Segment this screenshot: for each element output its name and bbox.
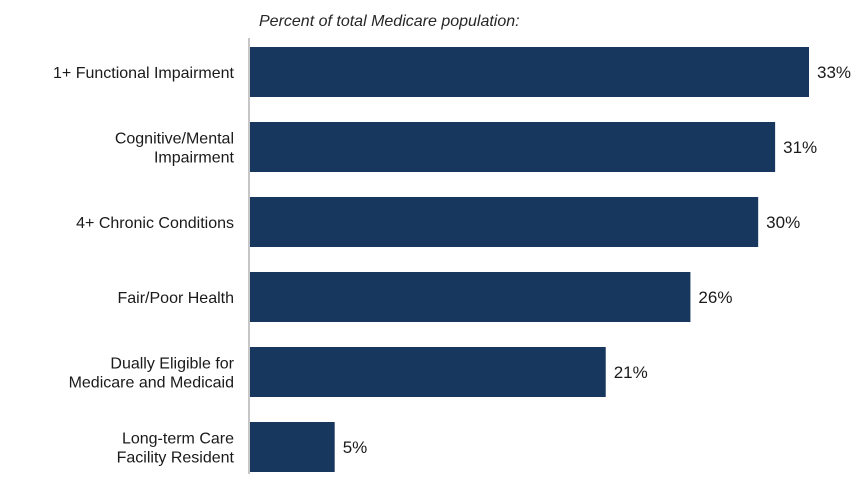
data-label: 21%	[614, 363, 648, 382]
data-label: 26%	[698, 288, 732, 307]
category-label: 4+ Chronic Conditions	[76, 215, 234, 232]
data-label: 30%	[766, 213, 800, 232]
data-label: 31%	[783, 138, 817, 157]
category-label-line: Facility Resident	[117, 450, 235, 467]
category-label-line: Medicare and Medicaid	[69, 375, 234, 392]
category-label-line: 1+ Functional Impairment	[53, 65, 235, 82]
category-label-line: 4+ Chronic Conditions	[76, 215, 234, 232]
bar	[250, 197, 759, 247]
category-label: 1+ Functional Impairment	[53, 65, 235, 82]
category-label: Long-term Care Facility Resident	[117, 431, 235, 467]
bar	[250, 347, 606, 397]
category-label-line: Long-term Care	[122, 431, 234, 448]
chart-subtitle: Percent of total Medicare population:	[259, 13, 520, 30]
bar	[250, 272, 691, 322]
bar	[250, 422, 335, 472]
bars-group: 33% 1+ Functional Impairment 31% Cognitive/…	[53, 47, 851, 472]
category-label: Cognitive/Mental Impairment	[115, 131, 235, 167]
data-label: 5%	[343, 438, 368, 457]
data-label: 33%	[817, 63, 851, 82]
category-label-line: Dually Eligible for	[110, 356, 234, 373]
bar	[250, 122, 776, 172]
bar	[250, 47, 809, 97]
category-label: Fair/Poor Health	[118, 290, 235, 307]
category-label-line: Fair/Poor Health	[118, 290, 235, 307]
category-label: Dually Eligible for Medicare and Medicaid	[69, 356, 235, 392]
category-label-line: Impairment	[154, 150, 235, 167]
category-label-line: Cognitive/Mental	[115, 131, 234, 148]
